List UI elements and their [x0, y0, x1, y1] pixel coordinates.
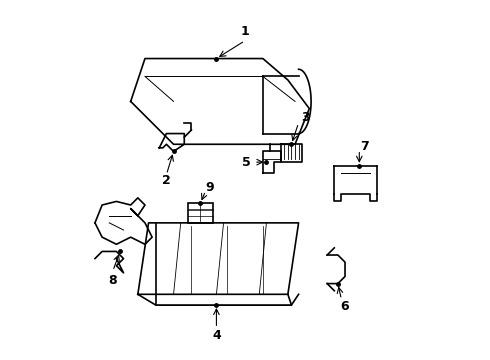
Text: 5: 5	[243, 156, 251, 168]
Text: 8: 8	[108, 274, 117, 287]
Text: 4: 4	[212, 329, 221, 342]
Bar	[188, 203, 213, 223]
Text: 7: 7	[360, 140, 369, 153]
Text: 9: 9	[205, 181, 214, 194]
Text: 6: 6	[341, 300, 349, 313]
Text: 1: 1	[241, 25, 249, 38]
Text: 2: 2	[162, 174, 171, 186]
Text: 3: 3	[301, 111, 310, 124]
